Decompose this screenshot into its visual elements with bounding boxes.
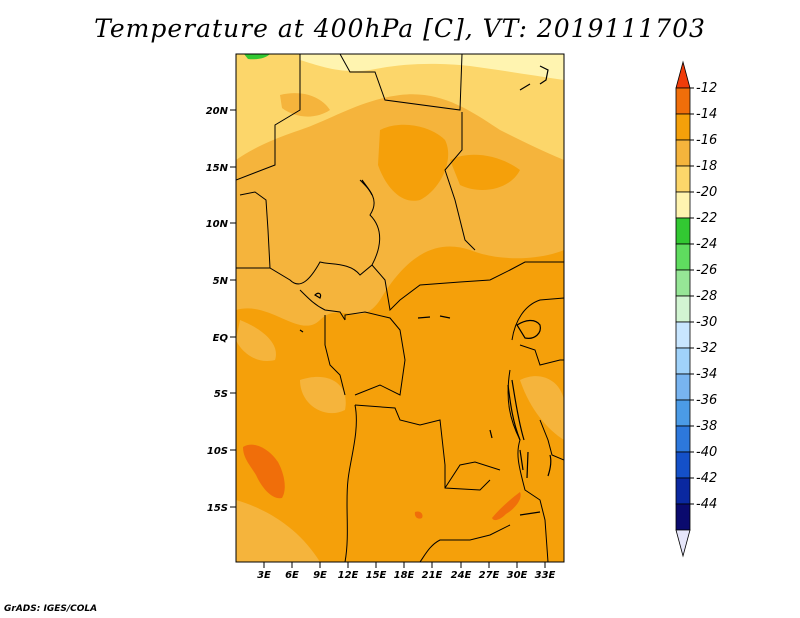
colorbar-swatch <box>675 60 691 89</box>
lon-tick-label: 33E <box>535 570 556 581</box>
colorbar-swatch <box>675 503 691 531</box>
lon-tick-label: 3E <box>257 570 271 581</box>
colorbar: -12 -14 -16 -18 -20 -22 -24 -26 -28 -30 -32 -34 -36 -… <box>675 60 717 558</box>
lon-tick-label: 6E <box>285 570 299 581</box>
colorbar-label: -22 <box>696 211 717 226</box>
colorbar-swatch <box>675 87 691 115</box>
colorbar-swatch <box>675 451 691 479</box>
lon-tick-label: 24E <box>451 570 472 581</box>
colorbar-swatch <box>675 529 691 558</box>
colorbar-label: -28 <box>696 289 717 304</box>
colorbar-swatch <box>675 139 691 167</box>
lat-tick-label: 15N <box>206 163 229 174</box>
colorbar-label: -44 <box>696 497 717 512</box>
latitude-axis: 20N 15N 10N 5N EQ 5S 10S 15S <box>206 106 236 514</box>
colorbar-swatch <box>675 477 691 505</box>
lon-tick-label: 18E <box>394 570 415 581</box>
lon-tick-label: 15E <box>366 570 387 581</box>
lat-tick-label: 5S <box>214 389 228 400</box>
colorbar-label: -12 <box>696 81 717 96</box>
colorbar-label: -26 <box>696 263 717 278</box>
colorbar-label: -14 <box>696 107 717 122</box>
colorbar-label: -24 <box>696 237 717 252</box>
colorbar-swatch <box>675 373 691 401</box>
colorbar-label: -32 <box>696 341 717 356</box>
lon-tick-label: 30E <box>507 570 528 581</box>
colorbar-swatch <box>675 425 691 453</box>
colorbar-swatch <box>675 191 691 219</box>
temperature-field <box>236 54 564 562</box>
footer-credit: GrADS: IGES/COLA <box>4 604 98 614</box>
colorbar-swatch <box>675 165 691 193</box>
map-title: Temperature at 400hPa [C], VT: 201911170… <box>94 14 706 43</box>
map-frame <box>235 53 565 563</box>
lat-tick-label: 10N <box>206 219 229 230</box>
lat-tick-label: 20N <box>206 106 229 117</box>
lat-tick-label: EQ <box>213 333 229 344</box>
colorbar-swatch <box>675 269 691 297</box>
lon-tick-label: 9E <box>313 570 327 581</box>
colorbar-swatch <box>675 295 691 323</box>
colorbar-swatch <box>675 399 691 427</box>
longitude-axis: 3E 6E 9E 12E 15E 18E 21E 24E 27E 30E 33E <box>257 562 556 581</box>
colorbar-swatch <box>675 321 691 349</box>
colorbar-label: -38 <box>696 419 717 434</box>
lat-tick-label: 10S <box>207 446 228 457</box>
colorbar-label: -16 <box>696 133 717 148</box>
colorbar-label: -40 <box>696 445 717 460</box>
colorbar-label: -42 <box>696 471 717 486</box>
country-borders <box>236 54 564 562</box>
lakes-and-coast <box>299 65 552 516</box>
colorbar-label: -34 <box>696 367 717 382</box>
colorbar-label: -18 <box>696 159 717 174</box>
colorbar-swatch <box>675 243 691 271</box>
lon-tick-label: 12E <box>338 570 359 581</box>
colorbar-swatch <box>675 347 691 375</box>
colorbar-label: -30 <box>696 315 717 330</box>
lon-tick-label: 21E <box>422 570 443 581</box>
lat-tick-label: 15S <box>207 503 228 514</box>
colorbar-label: -36 <box>696 393 717 408</box>
colorbar-swatch <box>675 113 691 141</box>
lat-tick-label: 5N <box>213 276 229 287</box>
lon-tick-label: 27E <box>479 570 500 581</box>
colorbar-label: -20 <box>696 185 717 200</box>
colorbar-swatch <box>675 217 691 245</box>
